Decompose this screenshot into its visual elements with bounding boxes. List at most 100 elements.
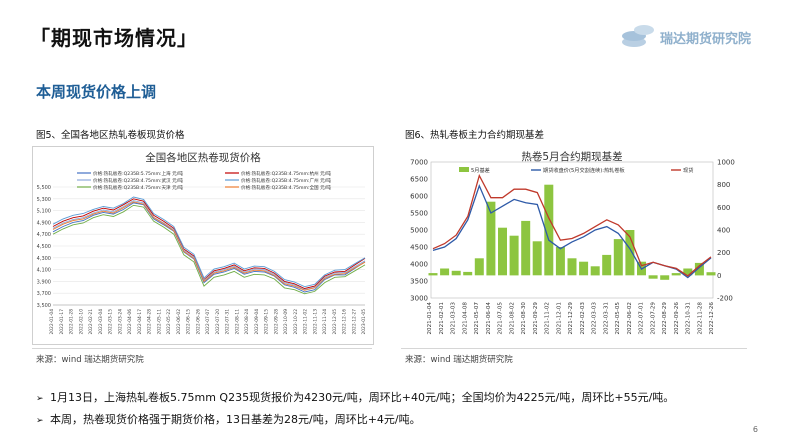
bullet-arrow-icon: ➢ bbox=[36, 416, 44, 426]
coin-stack-icon bbox=[622, 25, 654, 47]
basis-bar bbox=[428, 273, 438, 276]
x-tick-label: 2022-05-11 bbox=[156, 309, 162, 335]
right-y-tick-label: -200 bbox=[717, 295, 733, 303]
figure6-source: 来源：wind 瑞达期货研究院 bbox=[405, 355, 513, 365]
y-tick-label: 4,700 bbox=[37, 232, 51, 238]
x-tick-label: 2021-12-29 bbox=[568, 302, 574, 335]
x-tick-label: 2022-07-29 bbox=[650, 302, 656, 335]
basis-bar bbox=[463, 271, 473, 276]
basis-bar bbox=[602, 254, 612, 276]
left-y-tick-label: 6500 bbox=[410, 176, 428, 184]
x-tick-label: 2022-11-02 bbox=[303, 309, 309, 335]
legend-label: 价格:热轧板卷:Q235B:5.75mm:上海 元/吨 bbox=[93, 170, 183, 177]
y-tick-label: 4,900 bbox=[37, 220, 51, 226]
chart-title: 全国各地区热卷现货价格 bbox=[145, 151, 261, 164]
basis-bar bbox=[694, 262, 704, 276]
x-tick-label: 2022-03-03 bbox=[592, 302, 598, 335]
x-tick-label: 2021-08-02 bbox=[509, 302, 515, 335]
x-tick-label: 2022-02-03 bbox=[580, 302, 586, 335]
series-line bbox=[52, 198, 366, 289]
x-tick-label: 2021-07-05 bbox=[498, 302, 504, 335]
x-tick-label: 2022-01-04 bbox=[49, 309, 55, 335]
x-tick-label: 2021-02-01 bbox=[439, 302, 445, 335]
left-y-tick-label: 6000 bbox=[410, 193, 428, 201]
series-line bbox=[52, 196, 366, 288]
basis-chart: 热卷5月合约期现基差 3000 3500 4000 4500 5000 5500 6000 65… bbox=[401, 146, 747, 343]
x-tick-label: 2022-03-24 bbox=[117, 309, 123, 335]
x-tick-label: 2022-11-24 bbox=[322, 309, 328, 335]
bullet-item: ➢ 1月13日，上海热轧卷板5.75mm Q235现货报价为4230元/吨，周环比… bbox=[36, 389, 674, 405]
x-tick-label: 2022-06-02 bbox=[627, 302, 633, 335]
bullet-item: ➢ 本周，热卷现货价格强于期货价格，13日基差为28元/吨，周环比+4元/吨。 bbox=[36, 411, 421, 427]
basis-chart-svg: 热卷5月合约期现基差300035004000450050005500600065… bbox=[410, 150, 735, 335]
figure5-caption: 图5、全国各地区热轧卷板现货价格 bbox=[36, 130, 185, 141]
x-tick-label: 2022-04-28 bbox=[147, 309, 153, 335]
basis-bar bbox=[486, 201, 496, 276]
x-tick-label: 2022-03-31 bbox=[603, 302, 609, 335]
basis-bar bbox=[544, 184, 554, 276]
right-y-tick-label: 400 bbox=[717, 227, 730, 235]
x-tick-label: 2022-10-31 bbox=[686, 302, 692, 335]
legend-swatch bbox=[459, 167, 469, 172]
y-tick-label: 3,700 bbox=[37, 291, 51, 297]
figure5-source: 来源：wind 瑞达期货研究院 bbox=[36, 355, 144, 365]
brand-logo: 瑞达期货研究院 bbox=[620, 18, 760, 54]
y-tick-label: 3,500 bbox=[37, 303, 51, 309]
x-tick-label: 2022-09-28 bbox=[273, 309, 279, 335]
x-tick-label: 2021-06-04 bbox=[486, 302, 492, 335]
x-tick-label: 2021-04-08 bbox=[462, 302, 468, 335]
series-line bbox=[52, 204, 366, 295]
x-tick-label: 2023-01-05 bbox=[361, 309, 367, 335]
series-line bbox=[432, 173, 712, 277]
divider bbox=[32, 348, 372, 349]
basis-bar bbox=[532, 241, 542, 276]
legend-label: 现货 bbox=[683, 166, 693, 174]
left-y-tick-label: 3000 bbox=[410, 295, 428, 303]
basis-bar bbox=[590, 266, 600, 276]
series-line bbox=[52, 200, 366, 291]
x-tick-label: 2021-12-01 bbox=[556, 302, 562, 335]
x-tick-label: 2022-01-17 bbox=[59, 309, 65, 335]
y-tick-label: 4,500 bbox=[37, 244, 51, 250]
x-tick-label: 2022-10-09 bbox=[283, 309, 289, 335]
right-y-tick-label: 1000 bbox=[717, 159, 735, 167]
x-tick-label: 2022-11-28 bbox=[697, 302, 703, 335]
x-tick-label: 2022-09-04 bbox=[254, 309, 260, 335]
basis-bar bbox=[648, 275, 658, 279]
legend-label: 期货收盘价(5月交割连续):热轧卷板 bbox=[543, 166, 626, 174]
x-tick-label: 2022-09-26 bbox=[674, 302, 680, 335]
series-line bbox=[52, 202, 366, 293]
x-tick-label: 2022-10-22 bbox=[293, 309, 299, 335]
x-tick-label: 2022-03-04 bbox=[98, 309, 104, 335]
legend-label: 价格:热轧板卷:Q235B:4.75mm:武汉 元/吨 bbox=[93, 177, 183, 184]
legend-label: 价格:热轧板卷:Q235B:4.75mm:广州 元/吨 bbox=[241, 177, 331, 184]
left-y-tick-label: 4500 bbox=[410, 244, 428, 252]
x-tick-label: 2022-01-28 bbox=[69, 309, 75, 335]
legend-label: 价格:热轧板卷:Q235B:4.75mm:天津 元/吨 bbox=[93, 184, 183, 191]
x-tick-label: 2022-08-29 bbox=[662, 302, 668, 335]
figure6-caption: 图6、热轧卷板主力合约期现基差 bbox=[405, 130, 545, 141]
x-tick-label: 2022-04-17 bbox=[137, 309, 143, 335]
x-tick-label: 2022-05-05 bbox=[615, 302, 621, 335]
x-tick-label: 2022-06-02 bbox=[176, 309, 182, 335]
x-tick-label: 2021-08-30 bbox=[521, 302, 527, 335]
x-tick-label: 2022-06-15 bbox=[186, 309, 192, 335]
basis-bar bbox=[567, 258, 577, 276]
y-tick-label: 5,500 bbox=[37, 185, 51, 191]
basis-bar bbox=[521, 220, 531, 276]
x-tick-label: 2022-11-13 bbox=[312, 309, 318, 335]
x-tick-label: 2021-03-03 bbox=[451, 302, 457, 335]
basis-bar bbox=[451, 270, 461, 276]
left-y-tick-label: 3500 bbox=[410, 278, 428, 286]
left-y-tick-label: 4000 bbox=[410, 261, 428, 269]
basis-bar bbox=[440, 268, 450, 276]
basis-bar bbox=[683, 268, 693, 276]
basis-bar bbox=[660, 275, 670, 280]
regional-price-chart: 全国各地区热卷现货价格 3,500 3,700 3,900 4,100 4,300 4,50… bbox=[32, 146, 374, 345]
y-tick-label: 4,300 bbox=[37, 256, 51, 262]
right-y-tick-label: 0 bbox=[717, 272, 721, 280]
right-y-tick-label: 200 bbox=[717, 249, 730, 257]
legend-label: 5月基差 bbox=[471, 166, 490, 174]
x-tick-label: 2022-04-06 bbox=[127, 309, 133, 335]
right-y-tick-label: 800 bbox=[717, 181, 730, 189]
